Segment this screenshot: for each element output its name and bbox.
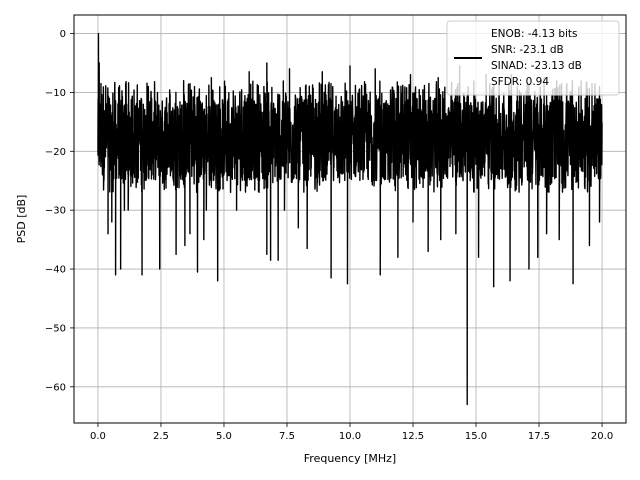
legend-entry: SFDR: 0.94 [491, 76, 549, 88]
y-axis-ticks: 0 −10 −20 −30 −40 −50 −60 [45, 29, 74, 393]
x-axis-ticks: 0.0 2.5 5.0 7.5 10.0 12.5 15.0 17.5 20.0 [90, 423, 613, 442]
y-tick-label: −60 [45, 382, 66, 393]
psd-line [97, 32, 603, 406]
series-psd [97, 32, 603, 406]
x-axis-label: Frequency [MHz] [304, 452, 396, 465]
x-tick-label: 2.5 [153, 431, 169, 442]
legend-entry: SINAD: -23.13 dB [491, 60, 582, 72]
legend-entry: SNR: -23.1 dB [491, 44, 564, 56]
y-tick-label: −50 [45, 323, 66, 334]
y-tick-label: 0 [60, 29, 66, 40]
y-axis-label: PSD [dB] [15, 195, 28, 244]
x-tick-label: 20.0 [591, 431, 613, 442]
x-tick-label: 5.0 [216, 431, 232, 442]
y-tick-label: −30 [45, 206, 66, 217]
y-tick-label: −10 [45, 88, 66, 99]
y-tick-label: −20 [45, 147, 66, 158]
x-tick-label: 0.0 [90, 431, 106, 442]
legend-entry: ENOB: -4.13 bits [491, 28, 578, 40]
x-tick-label: 7.5 [279, 431, 295, 442]
x-tick-label: 17.5 [528, 431, 550, 442]
x-tick-label: 12.5 [402, 431, 424, 442]
legend-box [446, 20, 620, 96]
legend: ENOB: -4.13 bits SNR: -23.1 dB SINAD: -2… [446, 20, 620, 96]
y-tick-label: −40 [45, 265, 66, 276]
x-tick-label: 10.0 [339, 431, 361, 442]
x-tick-label: 15.0 [465, 431, 487, 442]
